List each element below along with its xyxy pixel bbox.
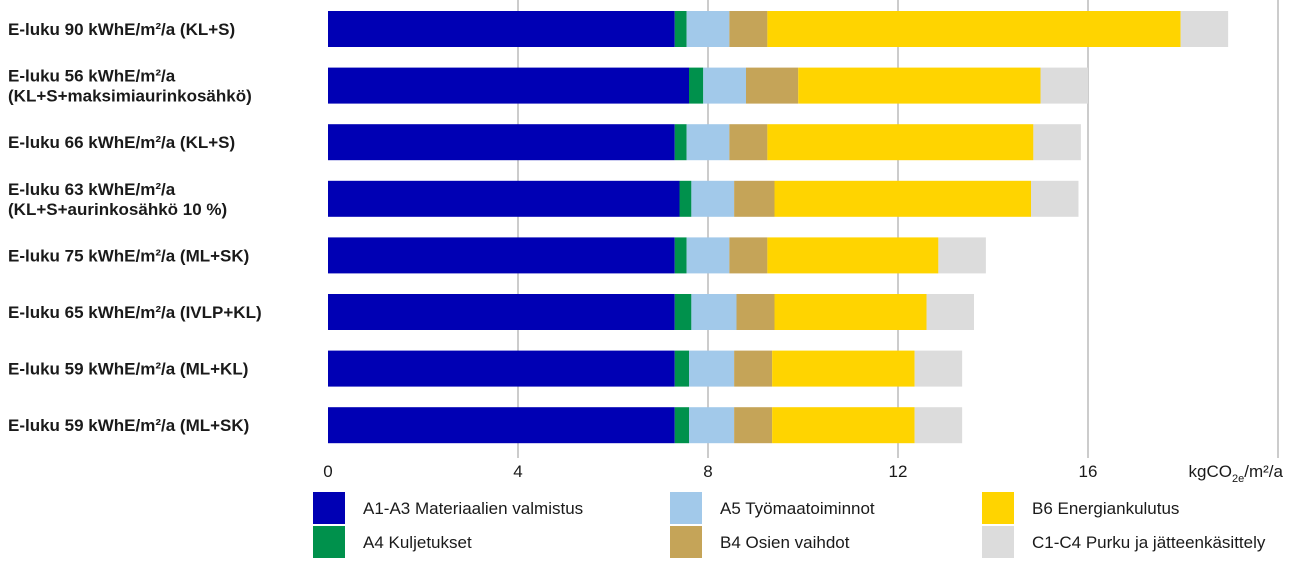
bar-segment bbox=[734, 407, 773, 444]
category-label: E-luku 63 kWhE/m²/a (KL+S+aurinkosähkö 10… bbox=[8, 180, 227, 219]
bar-segment bbox=[736, 294, 775, 330]
legend-swatch bbox=[670, 492, 702, 524]
bar-segment bbox=[328, 180, 680, 217]
bar-segment bbox=[1180, 11, 1229, 47]
bar-segment bbox=[328, 67, 689, 104]
legend-swatch bbox=[313, 492, 345, 524]
bar-segment bbox=[914, 350, 963, 387]
category-label: E-luku 75 kWhE/m²/a (ML+SK) bbox=[8, 246, 249, 265]
bar-segment bbox=[328, 407, 675, 444]
legend-swatch bbox=[982, 492, 1014, 524]
bar-segment bbox=[674, 350, 689, 387]
legend: A1-A3 Materiaalien valmistus A4 Kuljetuks… bbox=[313, 492, 1266, 558]
x-axis-unit-label: kgCO2e/m²/a bbox=[1189, 462, 1284, 485]
bar-segment bbox=[729, 124, 768, 161]
x-tick-label: 0 bbox=[323, 462, 332, 481]
legend-label: A5 Työmaatoiminnot bbox=[720, 499, 875, 518]
bar-segment bbox=[767, 124, 1034, 161]
bar-segment bbox=[774, 180, 1031, 217]
legend-swatch bbox=[313, 526, 345, 558]
unit-prefix: kgCO bbox=[1189, 462, 1232, 481]
legend-label: A1-A3 Materiaalien valmistus bbox=[363, 499, 583, 518]
bar-segment bbox=[938, 237, 986, 274]
bar-segment bbox=[774, 294, 927, 330]
bar-segment bbox=[734, 180, 775, 217]
bar-segment bbox=[772, 350, 915, 387]
bar-segment bbox=[734, 350, 773, 387]
bar-segment bbox=[767, 11, 1181, 47]
bar-segment bbox=[686, 237, 730, 274]
bar-segment bbox=[328, 350, 675, 387]
legend-label: C1-C4 Purku ja jätteenkäsittely bbox=[1032, 533, 1266, 552]
bar-segment bbox=[328, 11, 675, 47]
bar-segment bbox=[686, 124, 730, 161]
bar-segment bbox=[767, 237, 939, 274]
x-tick-label: 4 bbox=[513, 462, 522, 481]
bar-segment bbox=[746, 67, 799, 104]
bar-segment bbox=[691, 180, 735, 217]
legend-label: B6 Energiankulutus bbox=[1032, 499, 1179, 518]
category-label: E-luku 90 kWhE/m²/a (KL+S) bbox=[8, 20, 235, 39]
bar-segment bbox=[328, 124, 675, 161]
legend-label: B4 Osien vaihdot bbox=[720, 533, 850, 552]
bar-segment bbox=[691, 294, 737, 330]
bar-segment bbox=[729, 11, 768, 47]
bar-segment bbox=[679, 180, 692, 217]
bar-segment bbox=[1040, 67, 1088, 104]
bar-segment bbox=[926, 294, 974, 330]
bar-segment bbox=[674, 124, 687, 161]
category-label: E-luku 66 kWhE/m²/a (KL+S) bbox=[8, 133, 235, 152]
x-tick-label: 12 bbox=[889, 462, 908, 481]
bar-segment bbox=[798, 67, 1041, 104]
legend-swatch bbox=[670, 526, 702, 558]
bar-segment bbox=[689, 67, 704, 104]
bars bbox=[328, 11, 1229, 444]
bar-segment bbox=[328, 237, 675, 274]
bar-segment bbox=[689, 350, 735, 387]
legend-swatch bbox=[982, 526, 1014, 558]
x-tick-label: 8 bbox=[703, 462, 712, 481]
bar-segment bbox=[674, 294, 692, 330]
bar-segment bbox=[1031, 180, 1079, 217]
category-label: E-luku 59 kWhE/m²/a (ML+KL) bbox=[8, 360, 248, 379]
bar-segment bbox=[674, 11, 687, 47]
category-label: E-luku 65 kWhE/m²/a (IVLP+KL) bbox=[8, 303, 262, 322]
bar-segment bbox=[914, 407, 963, 444]
unit-subscript: 2e bbox=[1232, 473, 1244, 485]
bar-segment bbox=[674, 237, 687, 274]
bar-segment bbox=[674, 407, 689, 444]
x-tick-label: 16 bbox=[1079, 462, 1098, 481]
bar-segment bbox=[1033, 124, 1081, 161]
category-label: E-luku 56 kWhE/m²/a (KL+S+maksimiaurinkos… bbox=[8, 67, 252, 106]
bar-segment bbox=[703, 67, 746, 104]
bar-segment bbox=[729, 237, 768, 274]
bar-segment bbox=[686, 11, 730, 47]
category-labels: E-luku 90 kWhE/m²/a (KL+S) E-luku 56 kWhE… bbox=[8, 20, 262, 435]
bar-segment bbox=[328, 294, 675, 330]
unit-suffix: /m²/a bbox=[1244, 462, 1283, 481]
bar-segment bbox=[689, 407, 735, 444]
bar-segment bbox=[772, 407, 915, 444]
x-tick-labels: 0 4 8 12 16 bbox=[323, 462, 1097, 481]
legend-label: A4 Kuljetukset bbox=[363, 533, 472, 552]
category-label: E-luku 59 kWhE/m²/a (ML+SK) bbox=[8, 416, 249, 435]
